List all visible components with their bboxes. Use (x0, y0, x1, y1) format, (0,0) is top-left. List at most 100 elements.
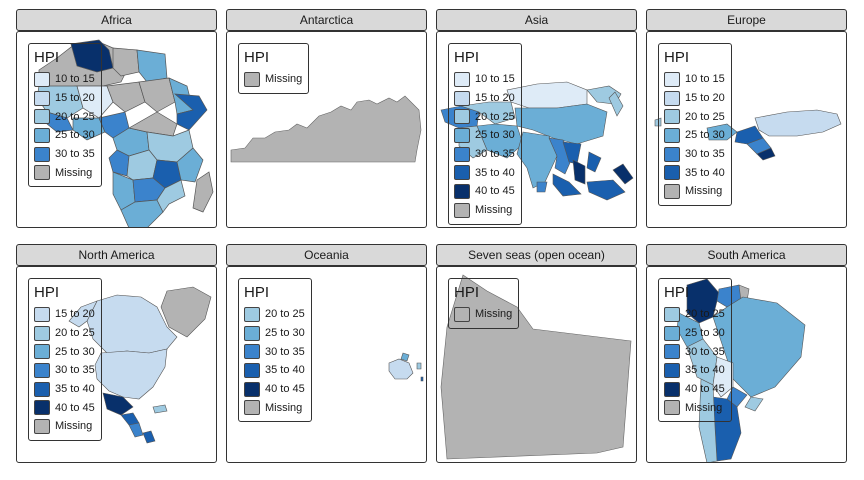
legend-label: 25 to 30 (265, 327, 305, 340)
map-legend: HPI Missing (448, 278, 520, 329)
legend-swatch (454, 90, 470, 106)
region-shape (138, 77, 176, 113)
legend-label: 15 to 20 (475, 92, 515, 105)
region-shape (120, 412, 140, 426)
legend-item: 20 to 25 (34, 107, 95, 126)
legend-item: 30 to 35 (454, 145, 515, 164)
legend-item: 20 to 25 (34, 324, 95, 343)
map-legend: HPI 10 to 15 15 to 20 20 to 25 25 to 30 30 t… (28, 43, 102, 188)
legend-label: 40 to 45 (475, 185, 515, 198)
legend-title: HPI (244, 49, 270, 66)
legend-item: 10 to 15 (34, 70, 95, 89)
facet-panel-africa: Africa (16, 9, 217, 228)
legend-item: Missing (454, 201, 515, 220)
facet-panel-asia: Asia HPI (436, 9, 637, 228)
facet-strip-title: North America (16, 244, 217, 266)
map-frame: HPI 10 to 15 15 to 20 20 to 25 25 to 30 30 t… (436, 31, 637, 228)
legend-label: 20 to 25 (55, 110, 95, 123)
legend-label: 40 to 45 (265, 383, 305, 396)
legend-label: 35 to 40 (265, 364, 305, 377)
legend-label: 25 to 30 (55, 129, 95, 142)
map-frame: HPI 10 to 15 15 to 20 20 to 25 25 to 30 30 t… (646, 31, 847, 228)
legend-label: 25 to 30 (685, 327, 725, 340)
legend-swatch (34, 127, 50, 143)
legend-label: 40 to 45 (685, 383, 725, 396)
legend-swatch (454, 202, 470, 218)
legend-swatch (244, 325, 260, 341)
legend-title: HPI (664, 284, 690, 301)
map-frame: HPI 15 to 20 20 to 25 25 to 30 30 to 35 35 t… (16, 266, 217, 463)
legend-item: 30 to 35 (664, 342, 725, 361)
legend-swatch (244, 381, 260, 397)
legend-item: 30 to 35 (244, 342, 305, 361)
legend-label: 30 to 35 (265, 345, 305, 358)
legend-item: Missing (34, 417, 95, 436)
legend-swatch (664, 381, 680, 397)
legend-label: 10 to 15 (685, 73, 725, 86)
facet-panel-north-america: North America HPI 15 to 20 20 to 25 25 to … (16, 244, 217, 463)
legend-item: 25 to 30 (34, 342, 95, 361)
legend-item: 35 to 40 (34, 380, 95, 399)
legend-swatch (664, 325, 680, 341)
legend-swatch (664, 183, 680, 199)
region-shape (416, 362, 422, 370)
legend-rows: 20 to 25 25 to 30 30 to 35 35 to 40 40 to 45… (664, 305, 725, 417)
legend-item: 25 to 30 (244, 324, 305, 343)
region-shape (440, 274, 632, 460)
legend-label: 20 to 25 (685, 110, 725, 123)
legend-label: Missing (265, 73, 303, 86)
legend-item: 30 to 35 (664, 145, 725, 164)
legend-item: 40 to 45 (244, 380, 305, 399)
facet-panel-oceania: Oceania HPI 20 to 25 25 to 30 30 to 35 35 t… (226, 244, 427, 463)
region-shape (112, 47, 140, 77)
region-shape (136, 49, 168, 83)
legend-label: 15 to 20 (55, 308, 95, 321)
legend-item: 25 to 30 (664, 126, 725, 145)
legend-swatch (34, 146, 50, 162)
legend-item: 15 to 20 (454, 89, 515, 108)
legend-label: Missing (475, 204, 513, 217)
map-legend: HPI 20 to 25 25 to 30 30 to 35 35 to 40 40 t… (238, 278, 312, 423)
region-shape (706, 123, 738, 141)
legend-title: HPI (454, 284, 480, 301)
legend-item: 40 to 45 (454, 182, 515, 201)
legend-label: 15 to 20 (685, 92, 725, 105)
south-america-map (676, 278, 806, 462)
facet-panel-antarctica: Antarctica HPI Missing (226, 9, 427, 228)
europe-map (654, 109, 842, 161)
legend-label: 35 to 40 (475, 166, 515, 179)
legend-label: Missing (55, 420, 93, 433)
legend-label: Missing (265, 401, 303, 414)
facet-panel-south-america: South America HPI 20 to 25 25 to 30 30 to … (646, 244, 847, 463)
legend-rows: Missing (244, 70, 302, 89)
legend-swatch (664, 109, 680, 125)
legend-item: Missing (34, 163, 95, 182)
legend-label: 30 to 35 (55, 148, 95, 161)
legend-label: 35 to 40 (55, 383, 95, 396)
legend-swatch (34, 109, 50, 125)
legend-swatch (454, 146, 470, 162)
legend-title: HPI (454, 49, 480, 66)
map-frame: HPI 20 to 25 25 to 30 30 to 35 35 to 40 40 t… (646, 266, 847, 463)
facet-panel-europe: Europe HPI 10 to 15 15 to 20 20 to 25 25 to… (646, 9, 847, 228)
region-shape (72, 117, 106, 141)
legend-swatch (34, 344, 50, 360)
region-shape (572, 159, 586, 185)
legend-rows: 20 to 25 25 to 30 30 to 35 35 to 40 40 to 45… (244, 305, 305, 417)
facet-strip-title: Africa (16, 9, 217, 31)
region-shape (102, 392, 134, 416)
legend-label: 35 to 40 (685, 364, 725, 377)
region-shape (106, 81, 146, 113)
region-shape (108, 149, 130, 177)
legend-item: 30 to 35 (34, 361, 95, 380)
region-shape (420, 376, 424, 382)
legend-swatch (664, 344, 680, 360)
legend-label: 20 to 25 (265, 308, 305, 321)
map-frame: HPI 10 to 15 15 to 20 20 to 25 25 to 30 30 t… (16, 31, 217, 228)
legend-label: 30 to 35 (55, 364, 95, 377)
legend-rows: 10 to 15 15 to 20 20 to 25 25 to 30 30 to 35… (664, 70, 725, 201)
region-shape (536, 181, 548, 193)
map-legend: HPI Missing (238, 43, 310, 94)
legend-label: 25 to 30 (475, 129, 515, 142)
region-shape (128, 111, 178, 137)
